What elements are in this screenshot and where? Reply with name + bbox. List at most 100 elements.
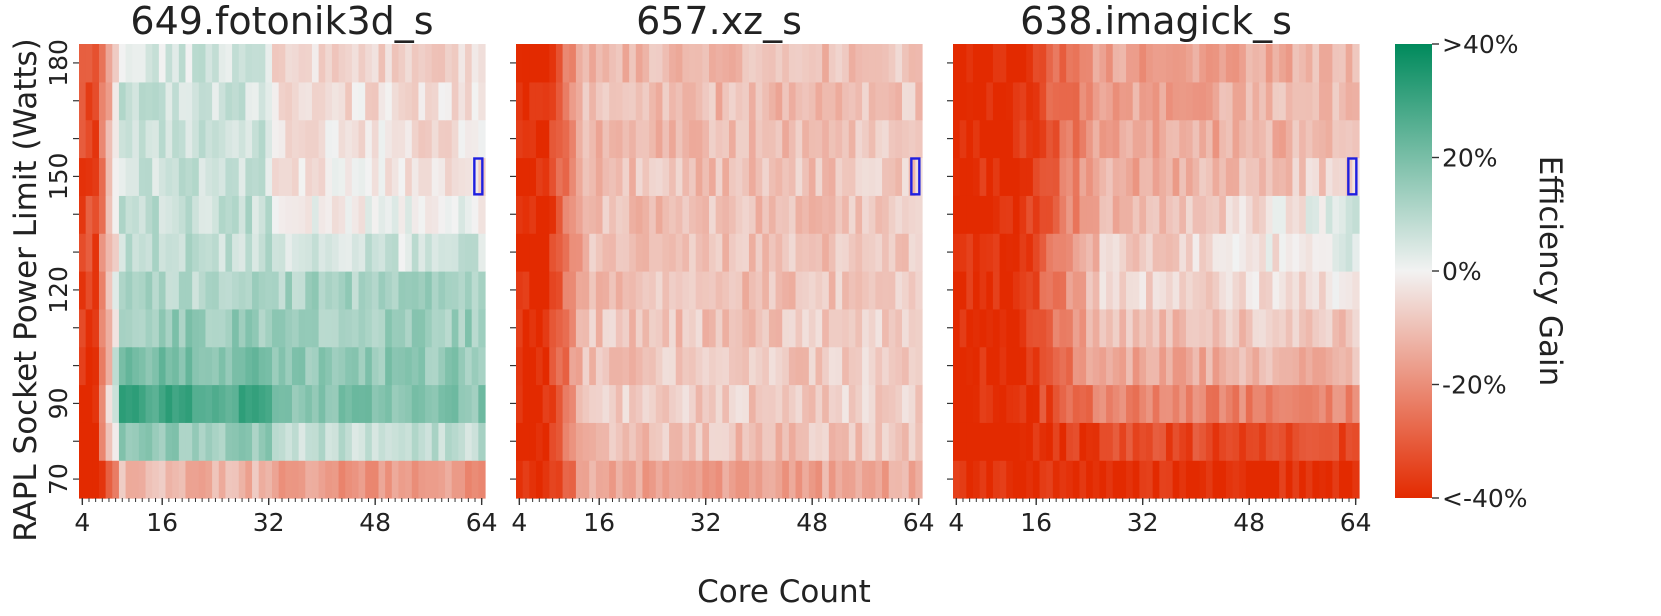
heatmap-cell [132,119,140,159]
heatmap-cell [1059,195,1067,234]
heatmap-cell [98,119,107,159]
heatmap-cell [1046,384,1054,423]
heatmap-cell [145,460,153,499]
heatmap-cell [828,157,837,196]
heatmap-cell [105,460,113,499]
heatmap-cell [192,195,200,234]
heatmap-cell [311,195,320,234]
heatmap-cell [451,308,459,348]
heatmap-cell [98,195,107,234]
heatmap-cell [391,346,400,386]
heatmap-cell [986,422,994,461]
heatmap-cell [795,422,803,461]
heatmap-cell [285,119,293,159]
heatmap-cell [272,119,280,159]
heatmap-cell [358,195,366,234]
heatmap-cell [915,384,923,423]
heatmap-cell [986,119,994,159]
heatmap-cell [212,346,220,386]
heatmap-cell [1146,271,1154,310]
heatmap-cell [848,233,857,272]
heatmap-cell [465,119,473,159]
heatmap-cell [1112,346,1120,386]
heatmap-cell [1152,346,1160,386]
heatmap-cell [682,384,690,423]
heatmap-cell [1285,271,1294,310]
heatmap-cell [92,157,100,196]
heatmap-cell [569,384,577,423]
heatmap-cell [802,44,810,83]
heatmap-cell [1205,157,1214,196]
heatmap-cell [815,119,823,159]
heatmap-cell [1019,81,1027,121]
heatmap-cell [722,195,730,234]
heatmap-cell [418,308,426,348]
heatmap-cell [1132,308,1140,348]
heatmap-cell [1305,233,1314,272]
heatmap-cell [391,81,400,121]
heatmap-cell [291,195,300,234]
heatmap-cell [972,195,981,234]
heatmap-cell [1332,460,1340,499]
heatmap-cell [986,44,994,83]
heatmap-cell [1172,119,1180,159]
heatmap-cell [1219,460,1227,499]
heatmap-cell [1192,195,1200,234]
heatmap-cell [198,233,207,272]
heatmap-cell [1132,195,1140,234]
heatmap-cell [835,346,843,386]
heatmap-cell [132,195,140,234]
heatmap-cell [165,157,173,196]
heatmap-cell [225,81,233,121]
heatmap-cell [662,384,670,423]
heatmap-cell [172,460,180,499]
heatmap-cell [345,157,353,196]
heatmap-cell [1126,233,1134,272]
heatmap-cell [609,195,617,234]
heatmap-cell [185,233,193,272]
heatmap-cell [285,308,293,348]
heatmap-cell [1212,81,1220,121]
heatmap-cell [298,384,306,423]
heatmap-cell [842,81,850,121]
heatmap-cell [152,157,160,196]
heatmap-cell [895,233,903,272]
heatmap-cell [425,119,433,159]
heatmap-cell [272,346,280,386]
heatmap-cell [272,460,280,499]
heatmap-cell [1285,233,1294,272]
heatmap-cell [562,157,570,196]
heatmap-cell [445,271,453,310]
heatmap-cell [709,271,717,310]
heatmap-cell [862,460,870,499]
heatmap-cell [1225,422,1234,461]
heatmap-cell [1132,346,1140,386]
heatmap-cell [953,233,961,272]
heatmap-cell [1259,233,1267,272]
heatmap-cell [418,44,426,83]
heatmap-cell [1119,81,1127,121]
heatmap-cell [272,195,280,234]
heatmap-cell [285,195,293,234]
heatmap-cell [802,384,810,423]
y-tick-label: 180 [44,39,73,87]
heatmap-cell [132,460,140,499]
heatmap-cell [1066,157,1074,196]
heatmap-cell [535,346,544,386]
heatmap-cell [595,195,604,234]
heatmap-cell [562,271,570,310]
heatmap-cell [822,308,830,348]
heatmap-cell [966,44,974,83]
heatmap-cell [1212,44,1220,83]
heatmap-cell [145,119,153,159]
heatmap-cell [915,119,923,159]
heatmap-cell [602,460,610,499]
heatmap-cell [1332,157,1340,196]
heatmap-cell [655,384,664,423]
heatmap-cell [265,233,273,272]
heatmap-cell [1192,346,1200,386]
heatmap-cell [405,384,413,423]
heatmap-cell [1185,81,1194,121]
heatmap-cell [358,233,366,272]
heatmap-cell [1339,384,1347,423]
